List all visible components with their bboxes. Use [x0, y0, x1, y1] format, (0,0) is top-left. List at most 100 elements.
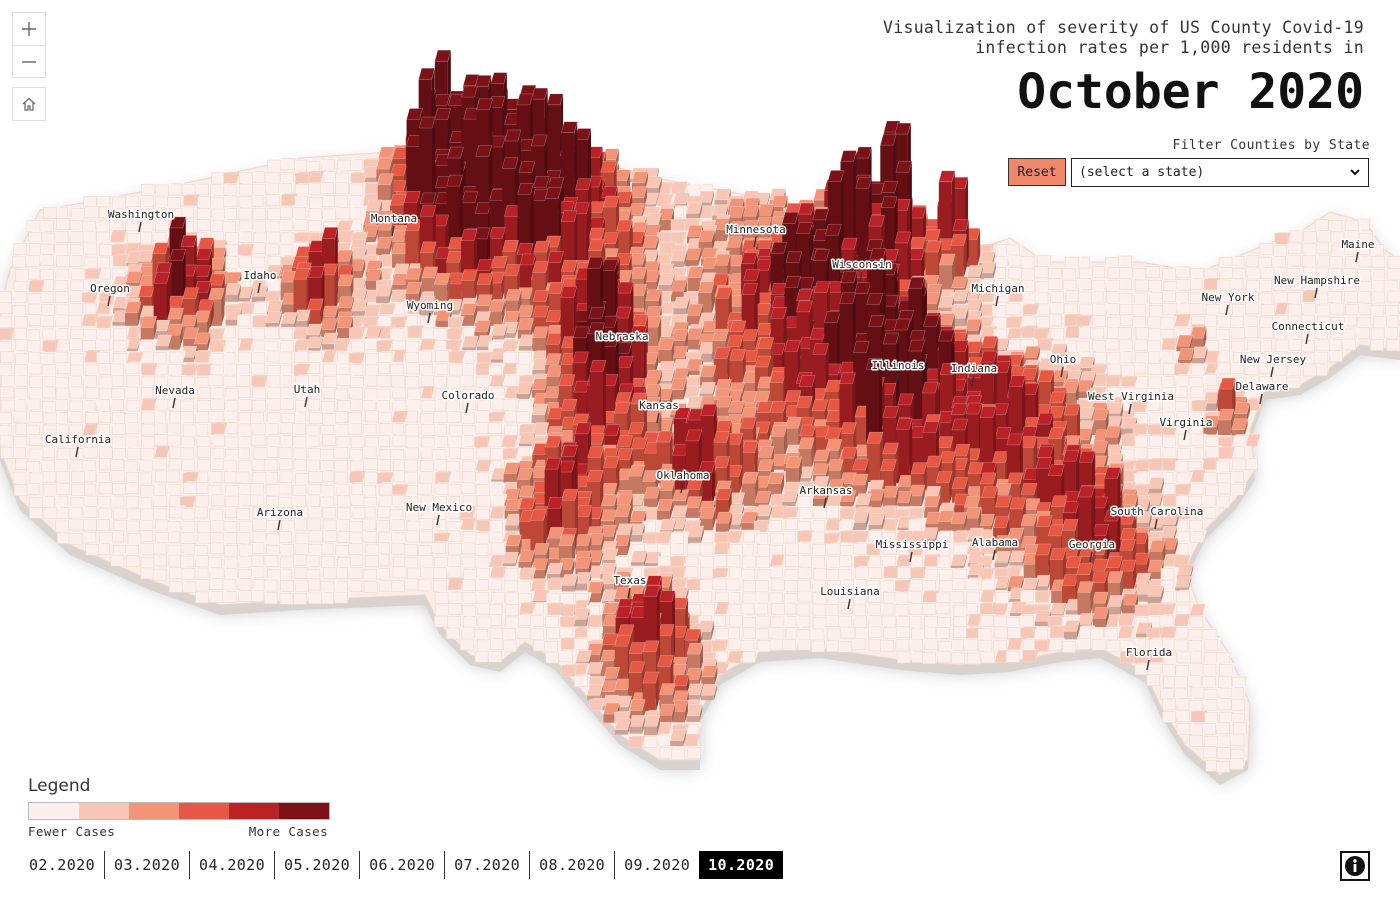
- county-column[interactable]: [1387, 267, 1400, 280]
- county-column[interactable]: [686, 202, 703, 220]
- county-column[interactable]: [630, 186, 648, 209]
- county-column[interactable]: [868, 513, 885, 532]
- county-column[interactable]: [41, 231, 59, 245]
- county-column[interactable]: [785, 417, 802, 449]
- county-column[interactable]: [224, 283, 242, 302]
- county-column[interactable]: [96, 219, 113, 232]
- county-column[interactable]: [994, 551, 1011, 568]
- county-column[interactable]: [686, 183, 704, 197]
- home-button[interactable]: [12, 87, 46, 121]
- county-column[interactable]: [140, 183, 158, 196]
- county-column[interactable]: [210, 183, 228, 197]
- county-column[interactable]: [13, 242, 30, 256]
- county-column[interactable]: [265, 311, 282, 328]
- county-column[interactable]: [197, 207, 215, 220]
- county-column[interactable]: [336, 206, 354, 220]
- county-column[interactable]: [96, 195, 114, 208]
- county-column[interactable]: [375, 284, 393, 304]
- county-column[interactable]: [293, 267, 310, 315]
- timeline-month[interactable]: 07.2020: [444, 851, 529, 879]
- county-column[interactable]: [1231, 418, 1248, 436]
- county-column[interactable]: [337, 158, 354, 172]
- county-column[interactable]: [281, 193, 298, 206]
- county-column[interactable]: [152, 231, 170, 244]
- county-column[interactable]: [671, 181, 688, 194]
- county-column[interactable]: [964, 506, 982, 532]
- county-column[interactable]: [686, 704, 703, 722]
- county-column[interactable]: [267, 207, 284, 220]
- county-column[interactable]: [295, 171, 312, 185]
- county-column[interactable]: [673, 296, 690, 315]
- county-column[interactable]: [1177, 348, 1195, 364]
- state-select[interactable]: (select a state): [1071, 158, 1369, 187]
- county-column[interactable]: [265, 242, 282, 256]
- county-column[interactable]: [1092, 607, 1110, 628]
- timeline-month[interactable]: 02.2020: [29, 856, 96, 874]
- county-column[interactable]: [1259, 242, 1277, 255]
- county-column[interactable]: [643, 715, 661, 736]
- county-column[interactable]: [140, 194, 157, 208]
- county-column[interactable]: [505, 513, 522, 532]
- county-column[interactable]: [1356, 242, 1373, 255]
- county-column[interactable]: [96, 230, 113, 244]
- county-column[interactable]: [1344, 219, 1362, 233]
- county-column[interactable]: [658, 338, 675, 363]
- county-column[interactable]: [320, 181, 337, 194]
- county-column[interactable]: [336, 220, 354, 233]
- county-column[interactable]: [69, 230, 87, 243]
- county-column[interactable]: [124, 301, 142, 326]
- county-column[interactable]: [183, 194, 201, 207]
- county-column[interactable]: [754, 491, 772, 507]
- county-column[interactable]: [238, 206, 256, 220]
- county-column[interactable]: [614, 718, 632, 735]
- county-column[interactable]: [1077, 581, 1094, 615]
- county-column[interactable]: [306, 160, 324, 173]
- county-column[interactable]: [405, 219, 422, 269]
- county-column[interactable]: [349, 158, 366, 171]
- county-column[interactable]: [715, 511, 733, 532]
- county-column[interactable]: [238, 171, 256, 184]
- county-column[interactable]: [82, 229, 100, 243]
- county-column[interactable]: [155, 218, 172, 232]
- county-column[interactable]: [461, 269, 478, 303]
- county-column[interactable]: [349, 182, 366, 196]
- county-column[interactable]: [252, 219, 269, 233]
- timeline-month[interactable]: 09.2020: [614, 851, 699, 879]
- county-column[interactable]: [251, 170, 268, 184]
- county-column[interactable]: [686, 683, 704, 700]
- county-column[interactable]: [124, 218, 142, 231]
- county-column[interactable]: [1078, 407, 1095, 423]
- county-column[interactable]: [237, 243, 255, 257]
- county-column[interactable]: [531, 403, 548, 423]
- county-column[interactable]: [755, 504, 773, 520]
- zoom-out-button[interactable]: [13, 45, 45, 77]
- county-column[interactable]: [279, 243, 297, 257]
- county-column[interactable]: [656, 253, 673, 267]
- county-column[interactable]: [335, 181, 352, 195]
- timeline-month[interactable]: 08.2020: [529, 851, 614, 879]
- county-column[interactable]: [1302, 242, 1320, 255]
- county-column[interactable]: [375, 236, 393, 257]
- county-column[interactable]: [1387, 289, 1400, 303]
- county-column[interactable]: [670, 378, 687, 400]
- county-column[interactable]: [252, 207, 270, 220]
- county-column[interactable]: [950, 512, 968, 533]
- county-column[interactable]: [561, 574, 578, 592]
- county-column[interactable]: [293, 158, 311, 172]
- county-column[interactable]: [827, 459, 844, 483]
- timeline-month[interactable]: 04.2020: [189, 851, 274, 879]
- county-column[interactable]: [224, 231, 242, 244]
- county-column[interactable]: [279, 205, 296, 219]
- county-column[interactable]: [629, 715, 646, 734]
- timeline-month[interactable]: 03.2020: [104, 851, 189, 879]
- county-column[interactable]: [265, 193, 283, 206]
- county-column[interactable]: [210, 230, 227, 243]
- county-column[interactable]: [267, 158, 285, 172]
- county-column[interactable]: [1386, 338, 1400, 352]
- county-column[interactable]: [222, 219, 239, 233]
- county-column[interactable]: [1217, 408, 1235, 436]
- county-column[interactable]: [140, 316, 157, 340]
- county-column[interactable]: [1147, 477, 1165, 495]
- county-column[interactable]: [1147, 585, 1164, 604]
- county-column[interactable]: [111, 207, 128, 221]
